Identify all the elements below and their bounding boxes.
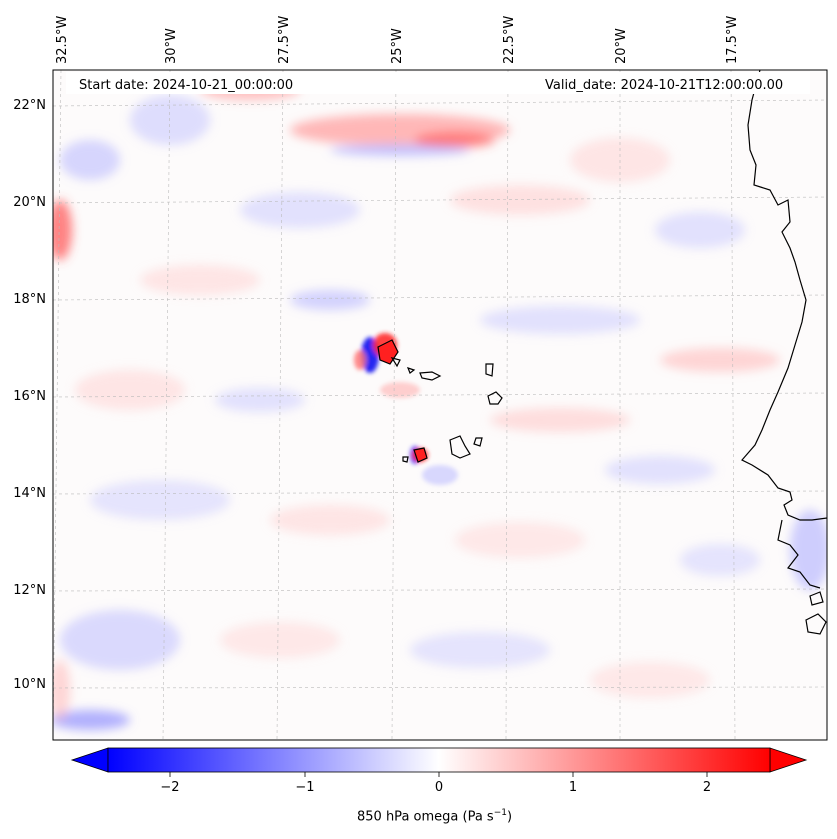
map-frame [52, 69, 828, 741]
lat-label: 22°N [13, 98, 46, 113]
lat-label: 20°N [13, 195, 46, 210]
map-panel [53, 70, 827, 740]
lat-label: 16°N [13, 389, 46, 404]
info-box [66, 72, 810, 94]
colorbar-tick-label: −2 [160, 780, 180, 795]
colorbar-ticks [169, 772, 708, 777]
colorbar-title: 850 hPa omega (Pa s−1) [357, 808, 512, 824]
gridlines [53, 70, 827, 740]
colorbar-gradient [107, 747, 771, 773]
omega-field [53, 80, 827, 730]
colorbar-tick-label: 0 [434, 780, 444, 795]
coastline [377, 70, 827, 635]
lat-label: 10°N [13, 677, 46, 692]
colorbar-low-extension [70, 747, 109, 773]
colorbar-title-exponent: −1 [493, 808, 507, 818]
start-date-text: Start date: 2024-10-21_00:00:00 [79, 78, 294, 93]
lon-label: 22.5°W [502, 15, 517, 64]
lat-label: 14°N [13, 486, 46, 501]
colorbar-tick-label: −1 [295, 780, 315, 795]
lat-label: 12°N [13, 583, 46, 598]
colorbar-tick-label: 1 [568, 780, 578, 795]
lon-label: 32.5°W [55, 15, 70, 64]
valid-date-text: Valid_date: 2024-10-21T12:00:00.00 [545, 78, 784, 93]
colorbar-high-extension [769, 747, 808, 773]
lat-label: 18°N [13, 292, 46, 307]
map-background [53, 70, 827, 740]
colorbar-title-main: 850 hPa omega (Pa s [357, 809, 494, 825]
lon-label: 17.5°W [725, 15, 740, 64]
colorbar-tick-label: 2 [702, 780, 712, 795]
lon-label: 27.5°W [277, 15, 292, 64]
colorbar-title-close: ) [506, 809, 513, 825]
lon-label: 20°W [614, 28, 629, 64]
lon-label: 25°W [390, 28, 405, 64]
colorbar [70, 747, 808, 777]
lon-label: 30°W [164, 28, 179, 64]
